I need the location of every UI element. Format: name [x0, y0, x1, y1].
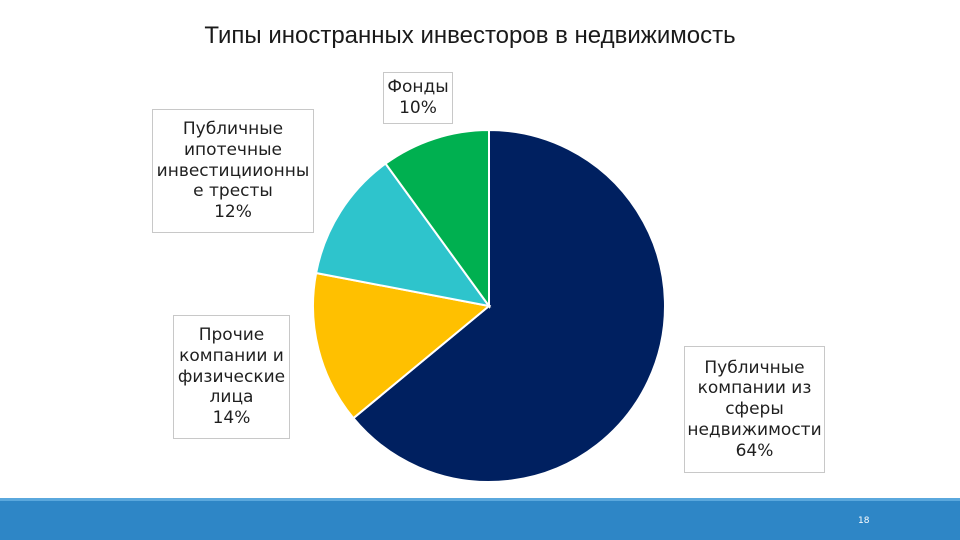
label-public-re-text: Публичные компании из сферы недвижимости…	[687, 357, 822, 461]
footer-bar	[0, 498, 960, 540]
pie-slice-1	[312, 271, 492, 420]
label-funds: Фонды 10%	[383, 72, 453, 124]
slide-title: Типы иностранных инвесторов в недвижимос…	[204, 22, 736, 49]
label-other-text: Прочие компании и физические лица 14%	[177, 325, 286, 429]
page-number: 18	[858, 516, 870, 526]
label-reit-text: Публичные ипотечные инвестициионны е тре…	[156, 119, 310, 223]
footer-stripe	[0, 498, 960, 501]
label-other: Прочие компании и физические лица 14%	[173, 315, 290, 439]
label-public-re: Публичные компании из сферы недвижимости…	[684, 346, 825, 473]
label-reit: Публичные ипотечные инвестициионны е тре…	[152, 109, 314, 233]
pie-slice-0	[351, 128, 666, 483]
pie-slice-2	[314, 162, 492, 308]
pie-slice-3	[384, 128, 490, 310]
label-funds-text: Фонды 10%	[387, 77, 449, 118]
